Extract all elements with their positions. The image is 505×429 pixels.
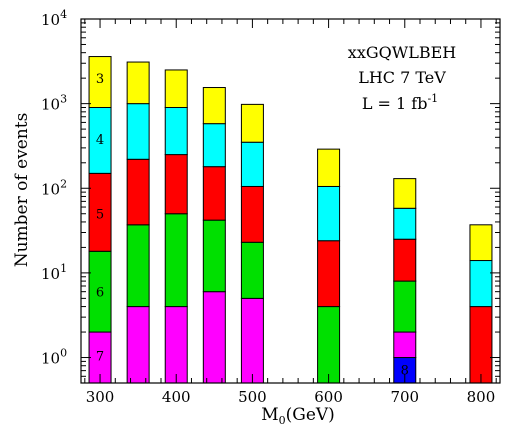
bar-segment-400-4	[164, 107, 188, 156]
y-tick-label: 101	[41, 262, 67, 283]
x-tick-label: 800	[467, 388, 496, 406]
y-tick-label: 104	[41, 8, 67, 29]
x-tick-label: 300	[86, 388, 115, 406]
segment-label-7: 7	[96, 350, 104, 365]
bar-segment-800-4	[469, 260, 493, 308]
bar-segment-700-4	[393, 207, 417, 240]
bar-segment-350-5	[126, 158, 150, 226]
x-tick-label: 500	[238, 388, 267, 406]
bars-layer	[88, 56, 493, 384]
x-tick-label: 400	[162, 388, 191, 406]
bar-segment-600-5	[317, 240, 341, 308]
annotation-luminosity-exponent: -1	[427, 92, 438, 105]
bar-segment-450-3	[202, 87, 226, 125]
segment-label-5: 5	[96, 208, 104, 223]
x-axis-title-suffix: (GeV)	[286, 405, 335, 425]
bar-segment-300-3	[88, 56, 112, 109]
y-tick-label: 103	[41, 93, 67, 114]
bar-segment-450-6	[202, 219, 226, 293]
bar-stack-350	[126, 61, 150, 384]
bar-segment-450-4	[202, 123, 226, 168]
bar-segment-400-6	[164, 213, 188, 308]
bar-segment-500-4	[240, 141, 264, 187]
bar-segment-400-7	[164, 306, 188, 384]
x-axis-title-subscript: 0	[279, 414, 286, 427]
segment-labels-layer: 3 4 5 6 7 8	[96, 72, 409, 378]
segment-label-6: 6	[96, 286, 104, 301]
annotation-model: xxGQWLBEH	[348, 43, 456, 62]
bar-stack-700	[393, 178, 417, 384]
bar-segment-450-7	[202, 291, 226, 384]
bar-segment-500-7	[240, 297, 264, 384]
bar-segment-700-3	[393, 178, 417, 209]
x-axis-title: M0(GeV)	[261, 405, 335, 427]
y-tick-label: 100	[41, 347, 67, 368]
bar-stack-400	[164, 69, 188, 384]
bar-segment-350-3	[126, 61, 150, 105]
y-axis-title: Number of events	[12, 113, 32, 268]
bar-segment-500-3	[240, 103, 264, 143]
x-axis-title-main: M	[261, 405, 278, 425]
annotation-luminosity: L = 1 fb-1	[362, 92, 438, 113]
x-tick-label: 700	[390, 388, 419, 406]
bar-segment-400-5	[164, 154, 188, 215]
bar-segment-500-6	[240, 241, 264, 299]
bar-segment-800-3	[469, 224, 493, 262]
bar-segment-700-7	[393, 331, 417, 359]
x-tick-label: 600	[314, 388, 343, 406]
annotation-luminosity-main: L = 1 fb	[362, 94, 428, 113]
bar-segment-600-4	[317, 185, 341, 242]
segment-label-4: 4	[96, 133, 104, 148]
bar-segment-600-3	[317, 148, 341, 187]
bar-segment-600-6	[317, 306, 341, 384]
segment-label-8: 8	[401, 364, 409, 379]
bar-stack-800	[469, 224, 493, 384]
bar-stack-500	[240, 103, 264, 384]
bar-segment-800-5	[469, 306, 493, 384]
bar-segment-400-3	[164, 69, 188, 109]
bar-segment-700-5	[393, 238, 417, 282]
annotation-collider: LHC 7 TeV	[358, 68, 446, 87]
y-tick-label: 102	[41, 177, 67, 198]
bar-segment-500-5	[240, 185, 264, 243]
segment-label-3: 3	[96, 72, 104, 87]
bar-segment-700-6	[393, 280, 417, 333]
bar-segment-350-4	[126, 103, 150, 160]
bar-segment-350-6	[126, 224, 150, 308]
bar-stack-450	[202, 87, 226, 384]
bar-stack-300	[88, 56, 112, 384]
bar-segment-450-5	[202, 166, 226, 221]
bar-segment-350-7	[126, 306, 150, 384]
ticks-layer: 300 400 500 600 700 800 100 101 102 103 104	[41, 8, 500, 406]
bar-stack-600	[317, 148, 341, 384]
